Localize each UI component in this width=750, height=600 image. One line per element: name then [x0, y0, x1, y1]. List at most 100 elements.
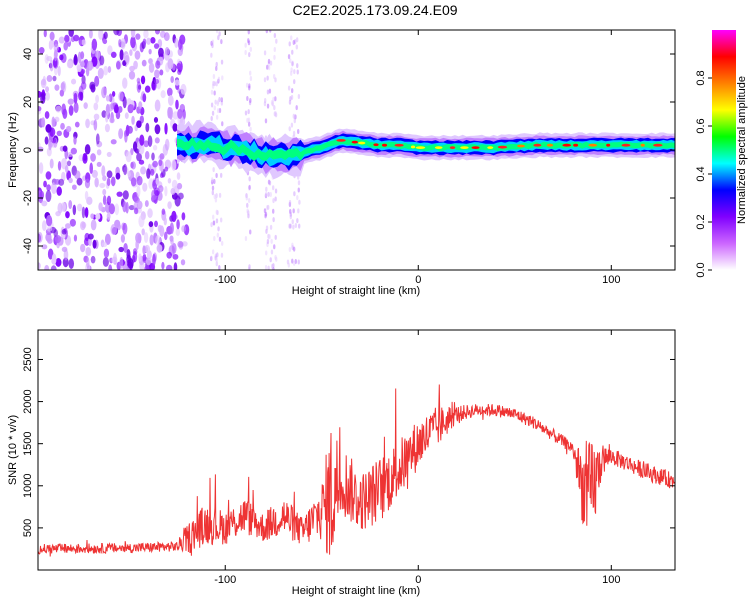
spectrogram-noise-cell — [63, 249, 69, 261]
spectrogram-noise-cell — [153, 78, 160, 85]
spectrogram-noise-cell — [73, 55, 78, 66]
spectrogram-noise-cell — [220, 252, 224, 258]
spectrogram-noise-cell — [49, 158, 54, 169]
spectrogram-hot-spot — [449, 146, 456, 150]
spectrogram-ridge-band — [177, 136, 675, 162]
spectrogram-noise-cell — [274, 96, 277, 102]
y-tick-label: 20 — [22, 96, 34, 108]
y-tick-label: 40 — [22, 48, 34, 60]
spectrogram-noise-cell — [39, 190, 45, 200]
spectrogram-noise-cell — [107, 66, 112, 73]
spectrogram-noise-cell — [125, 151, 132, 163]
spectrogram-noise-cell — [66, 160, 72, 167]
spectrogram-noise-cell — [65, 165, 69, 174]
spectrogram-noise-cell — [249, 126, 252, 132]
spectrogram-noise-cell — [44, 264, 50, 270]
spectrogram-noise-cell — [211, 190, 215, 196]
spectrogram-noise-cell — [138, 143, 145, 155]
spectrogram-noise-cell — [211, 249, 215, 255]
spectrogram-hot-spot — [606, 143, 611, 147]
x-tick-label: -100 — [214, 274, 236, 286]
spectrogram-noise-cell — [78, 39, 83, 46]
spectrogram-noise-cell — [169, 235, 174, 242]
spectrogram-noise-cell — [217, 76, 221, 82]
spectrogram-noise-cell — [141, 228, 145, 236]
spectrogram-noise-cell — [297, 208, 300, 214]
spectrogram-noise-cell — [150, 36, 156, 44]
spectrogram-noise-cell — [212, 220, 216, 226]
spectrogram-noise-cell — [145, 122, 150, 133]
spectrogram-noise-cell — [220, 240, 224, 246]
spectrogram-noise-cell — [267, 58, 271, 64]
spectrogram-noise-cell — [291, 61, 294, 67]
spectrogram-noise-cell — [215, 193, 218, 199]
spectrogram-noise-cell — [44, 111, 50, 119]
spectrogram-noise-cell — [264, 250, 268, 256]
spectrogram-noise-cell — [293, 69, 296, 75]
spectrogram-noise-cell — [118, 38, 122, 48]
spectrogram-noise-cell — [52, 56, 59, 69]
spectrogram-noise-cell — [180, 259, 186, 266]
spectrogram-noise-cell — [46, 225, 53, 232]
spectrogram-noise-cell — [138, 101, 143, 110]
spectrogram-noise-cell — [158, 47, 164, 58]
spectrogram-noise-cell — [127, 171, 131, 178]
spectrogram-noise-cell — [116, 60, 121, 70]
spectrogram-noise-cell — [87, 60, 94, 71]
spectrogram-noise-cell — [55, 211, 61, 217]
spectrogram-noise-cell — [148, 221, 154, 228]
y-tick-label: 1500 — [22, 431, 34, 455]
spectrogram-noise-cell — [155, 60, 161, 69]
spectrogram-noise-cell — [105, 111, 109, 123]
spectrogram-noise-cell — [125, 124, 130, 137]
spectrogram-noise-cell — [95, 94, 100, 104]
spectrogram-noise-cell — [103, 65, 109, 76]
spectrogram-noise-cell — [122, 222, 128, 235]
spectrogram-noise-cell — [166, 87, 173, 97]
spectrogram-noise-cell — [90, 84, 96, 93]
spectrogram-noise-cell — [102, 175, 107, 182]
spectrogram-noise-cell — [164, 46, 170, 56]
spectrogram-noise-cell — [80, 243, 86, 253]
spectrogram-noise-cell — [38, 47, 45, 54]
spectrogram-noise-cell — [141, 59, 147, 67]
spectrogram-noise-cell — [147, 135, 153, 148]
spectrogram-noise-cell — [144, 200, 149, 207]
spectrogram-noise-cell — [176, 219, 180, 230]
spectrogram-noise-cell — [266, 238, 270, 244]
spectrogram-noise-cell — [60, 122, 65, 130]
spectrogram-noise-cell — [148, 58, 153, 65]
spectrogram-noise-cell — [247, 198, 251, 204]
spectrogram-noise-cell — [68, 105, 74, 116]
spectrogram-noise-cell — [288, 223, 291, 229]
spectrogram-noise-cell — [172, 111, 179, 120]
spectrogram-noise-cell — [154, 124, 161, 135]
spectrogram-noise-cell — [265, 186, 268, 192]
spectrogram-noise-cell — [245, 195, 249, 201]
spectrogram-noise-cell — [247, 109, 250, 115]
spectrogram-noise-cell — [138, 215, 145, 228]
spectrogram-noise-cell — [129, 104, 134, 111]
spectrogram-noise-cell — [106, 177, 111, 187]
spectrogram-noise-cell — [130, 177, 137, 187]
spectrogram-noise-cell — [96, 149, 102, 156]
spectrogram-noise-cell — [215, 30, 219, 34]
spectrogram-noise-cell — [138, 253, 142, 263]
spectrogram-noise-cell — [150, 168, 155, 176]
spectrogram-noise-cell — [133, 207, 139, 215]
spectrogram-noise-cell — [46, 75, 53, 82]
spectrogram-noise-cell — [218, 192, 222, 198]
colorbar-tick-label: 0.8 — [695, 70, 707, 85]
spectrogram-hot-spot — [410, 145, 416, 149]
spectrogram-noise-cell — [140, 75, 146, 85]
spectrogram-noise-cell — [275, 38, 278, 44]
spectrogram-noise-cell — [292, 208, 295, 214]
spectrogram-noise-cell — [118, 128, 124, 140]
spectrogram-noise-cell — [247, 121, 251, 127]
spectrogram-noise-cell — [296, 195, 299, 201]
spectrogram-noise-cell — [263, 98, 267, 104]
spectrogram-noise-cell — [272, 208, 275, 214]
spectrogram-noise-cell — [177, 192, 184, 200]
spectrogram-noise-cell — [266, 103, 270, 109]
spectrogram-noise-cell — [266, 75, 269, 81]
